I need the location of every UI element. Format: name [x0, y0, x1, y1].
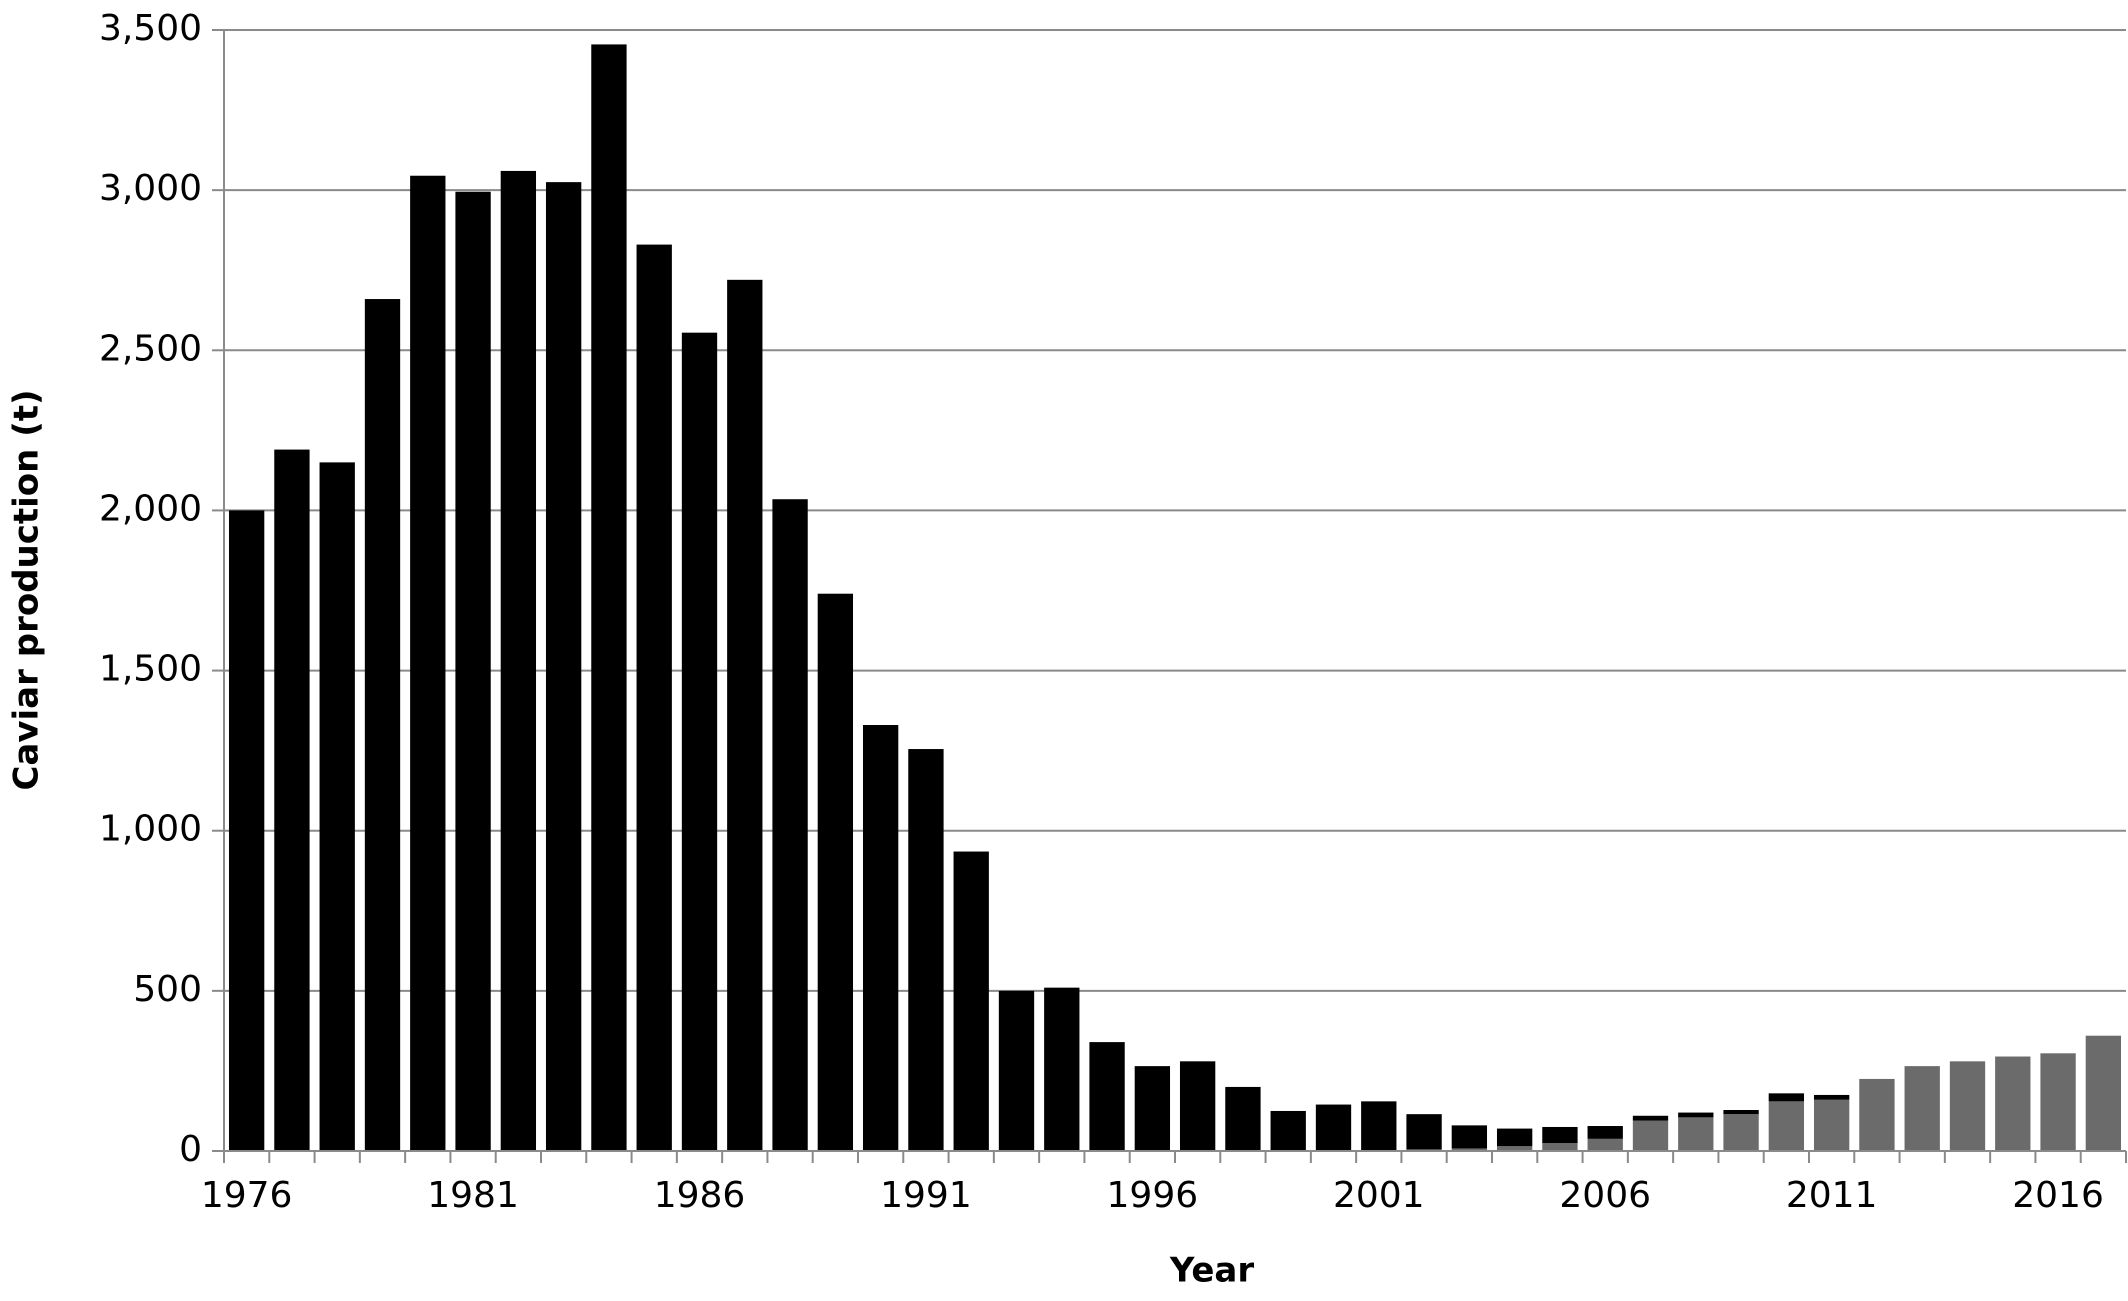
bar-segment — [1496, 1128, 1533, 1147]
bar-segment — [1406, 1114, 1442, 1150]
y-tick-label: 1,500 — [99, 649, 202, 690]
bar-segment — [500, 170, 537, 1151]
bar-segment — [772, 499, 808, 1151]
bar-segment — [1723, 1110, 1759, 1115]
x-tick-label: 2006 — [1559, 1175, 1651, 1216]
bar-segment — [319, 462, 355, 1151]
bar-segment — [1632, 1115, 1669, 1121]
bar-segment — [1768, 1101, 1805, 1151]
bar-segment — [410, 175, 446, 1152]
y-tick-label: 3,500 — [99, 8, 202, 49]
bar-segment — [1451, 1148, 1488, 1151]
y-axis-title: Caviar production (t) — [7, 389, 47, 790]
bar-segment — [1044, 987, 1080, 1151]
x-tick-label: 2016 — [2012, 1175, 2104, 1216]
bar-segment — [1225, 1086, 1261, 1151]
bar-segment — [1904, 1066, 1940, 1151]
bar-segment — [1587, 1126, 1623, 1139]
y-tick-label: 1,000 — [99, 809, 202, 850]
bar-segment — [1678, 1117, 1714, 1151]
x-tick-label: 2011 — [1786, 1175, 1878, 1216]
y-tick-label: 3,000 — [99, 168, 202, 209]
bar-segment — [636, 244, 672, 1151]
bar-segment — [1134, 1066, 1171, 1151]
bar-segment — [953, 851, 989, 1151]
bar-segment — [908, 749, 944, 1151]
bar-segment — [1768, 1093, 1805, 1102]
bar-segment — [727, 279, 763, 1151]
bar-segment — [1859, 1078, 1895, 1151]
bar-segment — [1632, 1120, 1669, 1151]
bar-segment — [1723, 1114, 1759, 1151]
bar-segment — [1813, 1099, 1850, 1151]
bar-segment — [998, 990, 1035, 1151]
bar-segment — [1496, 1146, 1533, 1151]
bar-segment — [1678, 1112, 1714, 1118]
bar-segment — [2085, 1035, 2122, 1151]
bar-segment — [681, 332, 718, 1151]
bar-segment — [2040, 1053, 2076, 1151]
y-tick-label: 500 — [133, 969, 202, 1010]
y-tick-label: 0 — [179, 1129, 202, 1170]
x-tick-label: 1996 — [1107, 1175, 1199, 1216]
bar-segment — [1542, 1142, 1578, 1151]
bar-segment — [1995, 1056, 2031, 1151]
bar-segment — [228, 510, 265, 1151]
bar-segment — [455, 191, 491, 1152]
x-tick-label: 1986 — [654, 1175, 746, 1216]
bar-segment — [1813, 1094, 1850, 1100]
bar-segment — [364, 299, 401, 1151]
bar-segment — [591, 44, 627, 1152]
bar-segment — [1949, 1061, 1986, 1151]
x-tick-label: 1981 — [427, 1175, 519, 1216]
bar-segment — [817, 593, 854, 1151]
bar-segment — [1542, 1126, 1578, 1143]
x-tick-label: 1976 — [201, 1175, 293, 1216]
x-tick-label: 1991 — [880, 1175, 972, 1216]
x-tick-label: 2001 — [1333, 1175, 1425, 1216]
bar-segment — [545, 182, 582, 1151]
bar-segment — [1089, 1042, 1125, 1151]
bar-segment — [274, 449, 310, 1151]
bar-segment — [1179, 1061, 1216, 1151]
bar-segment — [1587, 1138, 1623, 1151]
bar-segment — [1451, 1125, 1488, 1149]
bar-segment — [862, 725, 899, 1151]
y-tick-label: 2,000 — [99, 488, 202, 529]
x-axis-title: Year — [1169, 1251, 1255, 1291]
bar-segment — [1361, 1101, 1397, 1151]
y-tick-label: 2,500 — [99, 328, 202, 369]
bar-segment — [1315, 1104, 1352, 1151]
bar-segment — [1270, 1110, 1306, 1151]
